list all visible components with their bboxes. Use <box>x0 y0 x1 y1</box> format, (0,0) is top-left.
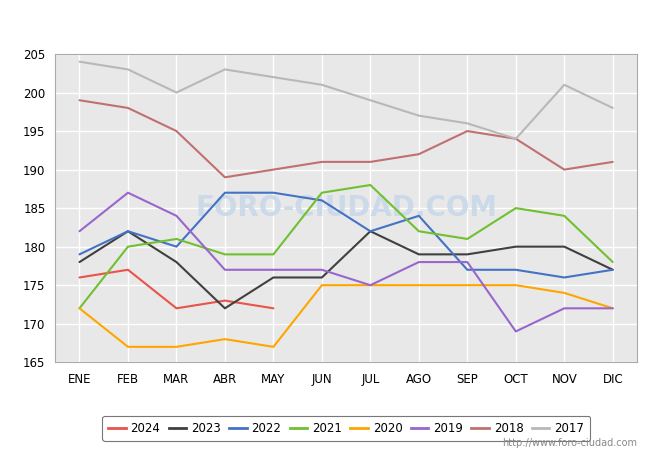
Text: http://www.foro-ciudad.com: http://www.foro-ciudad.com <box>502 438 637 448</box>
Legend: 2024, 2023, 2022, 2021, 2020, 2019, 2018, 2017: 2024, 2023, 2022, 2021, 2020, 2019, 2018… <box>102 416 590 441</box>
Text: Afiliados en Sant Ramon a 31/5/2024: Afiliados en Sant Ramon a 31/5/2024 <box>171 14 479 33</box>
Text: FORO-CIUDAD.COM: FORO-CIUDAD.COM <box>195 194 497 222</box>
